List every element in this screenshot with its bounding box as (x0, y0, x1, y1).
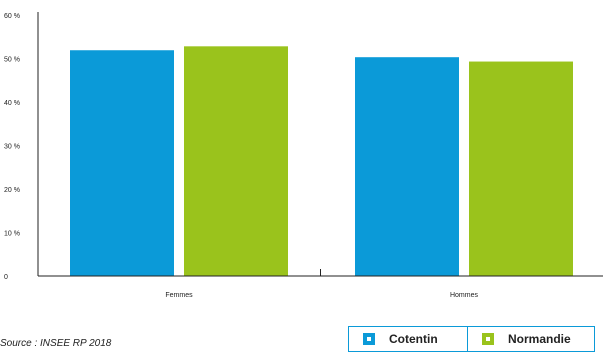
legend-item-normandie: Normandie (468, 326, 595, 352)
source-note: Source : INSEE RP 2018 (0, 338, 112, 349)
y-tick-label: 40 % (4, 100, 20, 107)
y-tick-label: 20 % (4, 187, 20, 194)
bar-cotentin-hommes (355, 57, 459, 276)
y-tick-label: 50 % (4, 57, 20, 64)
y-tick-label: 0 (4, 274, 8, 281)
legend-item-cotentin: Cotentin (348, 326, 468, 352)
bar-normandie-hommes (469, 61, 573, 276)
x-category-label: Hommes (450, 292, 479, 299)
bar-normandie-femmes (184, 46, 288, 276)
legend-swatch-cotentin (363, 333, 375, 345)
chart-legend: Cotentin Normandie (348, 326, 595, 352)
legend-swatch-normandie (482, 333, 494, 345)
legend-label-normandie: Normandie (508, 332, 571, 346)
legend-label-cotentin: Cotentin (389, 332, 438, 346)
y-tick-label: 10 % (4, 231, 20, 238)
y-tick-label: 30 % (4, 144, 20, 151)
bar-cotentin-femmes (70, 50, 174, 276)
y-tick-label: 60 % (4, 13, 20, 20)
x-category-label: Femmes (165, 292, 193, 299)
